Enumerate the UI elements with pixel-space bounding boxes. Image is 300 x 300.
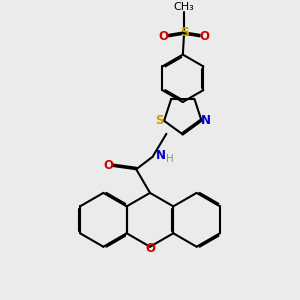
Text: S: S (180, 26, 189, 39)
Text: H: H (167, 154, 174, 164)
Text: N: N (201, 114, 211, 127)
Text: O: O (145, 242, 155, 255)
Text: O: O (200, 30, 209, 43)
Text: S: S (155, 114, 164, 127)
Text: N: N (156, 149, 166, 162)
Text: CH₃: CH₃ (174, 2, 194, 12)
Text: O: O (159, 30, 169, 43)
Text: O: O (103, 159, 113, 172)
